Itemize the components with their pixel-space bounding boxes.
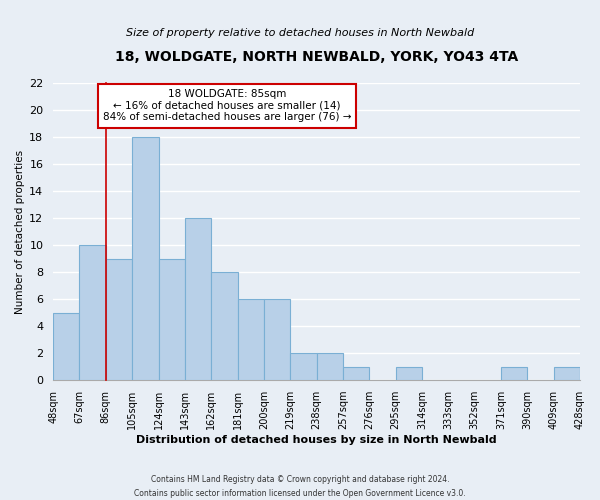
Y-axis label: Number of detached properties: Number of detached properties: [15, 150, 25, 314]
Text: 18 WOLDGATE: 85sqm
← 16% of detached houses are smaller (14)
84% of semi-detache: 18 WOLDGATE: 85sqm ← 16% of detached hou…: [103, 89, 351, 122]
Bar: [580, 366, 600, 380]
Bar: [211, 272, 238, 380]
Bar: [185, 218, 211, 380]
Bar: [158, 258, 185, 380]
Bar: [343, 366, 369, 380]
Bar: [132, 137, 158, 380]
Bar: [53, 312, 79, 380]
Bar: [501, 366, 527, 380]
Bar: [395, 366, 422, 380]
Bar: [317, 353, 343, 380]
Bar: [106, 258, 132, 380]
Text: Contains HM Land Registry data © Crown copyright and database right 2024.
Contai: Contains HM Land Registry data © Crown c…: [134, 476, 466, 498]
Bar: [554, 366, 580, 380]
Bar: [264, 299, 290, 380]
Bar: [238, 299, 264, 380]
Bar: [79, 245, 106, 380]
X-axis label: Distribution of detached houses by size in North Newbald: Distribution of detached houses by size …: [136, 435, 497, 445]
Text: Size of property relative to detached houses in North Newbald: Size of property relative to detached ho…: [126, 28, 474, 38]
Title: 18, WOLDGATE, NORTH NEWBALD, YORK, YO43 4TA: 18, WOLDGATE, NORTH NEWBALD, YORK, YO43 …: [115, 50, 518, 64]
Bar: [290, 353, 317, 380]
